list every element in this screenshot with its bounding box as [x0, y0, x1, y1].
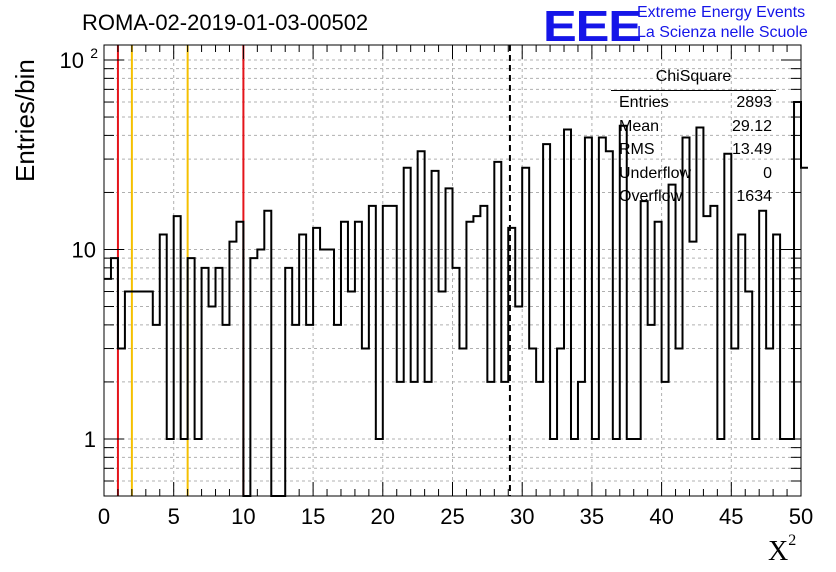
- stats-box: ChiSquare Entries 2893 Mean 29.12 RMS 13.49…: [611, 66, 776, 209]
- stats-row-underflow: Underflow 0: [619, 164, 772, 182]
- eee-logo: EEE: [543, 2, 642, 51]
- x-tick-label: 40: [649, 504, 673, 529]
- stats-row-entries: Entries 2893: [619, 94, 772, 111]
- histogram-series: [104, 101, 808, 497]
- x-tick-label: 15: [301, 504, 325, 529]
- x-tick-label: 20: [371, 504, 395, 529]
- x-tick-label: 0: [98, 504, 110, 529]
- x-tick-label: 35: [580, 504, 604, 529]
- stats-row-overflow: Overflow 1634: [619, 188, 772, 206]
- y-axis-label: Entries/bin: [10, 59, 40, 182]
- logo-line-2: La Scienza nelle Scuole: [637, 24, 808, 41]
- x-tick-label: 50: [789, 504, 813, 529]
- y-tick-label: 1: [84, 427, 96, 452]
- stats-title: ChiSquare: [611, 66, 776, 91]
- y-tick-label: 10: [72, 237, 96, 262]
- stats-row-rms: RMS 13.49: [619, 141, 772, 159]
- x-tick-label: 30: [510, 504, 534, 529]
- x-axis-label: X2: [768, 532, 797, 567]
- y-tick-label: 10: [60, 48, 84, 73]
- x-tick-label: 45: [719, 504, 743, 529]
- y-tick-label-exponent: 2: [90, 45, 98, 61]
- x-tick-label: 10: [231, 504, 255, 529]
- chart-title: ROMA-02-2019-01-03-00502: [82, 10, 369, 35]
- x-tick-label: 25: [440, 504, 464, 529]
- logo-line-1: Extreme Energy Events: [637, 4, 806, 21]
- stats-row-mean: Mean 29.12: [619, 117, 772, 135]
- x-tick-label: 5: [168, 504, 180, 529]
